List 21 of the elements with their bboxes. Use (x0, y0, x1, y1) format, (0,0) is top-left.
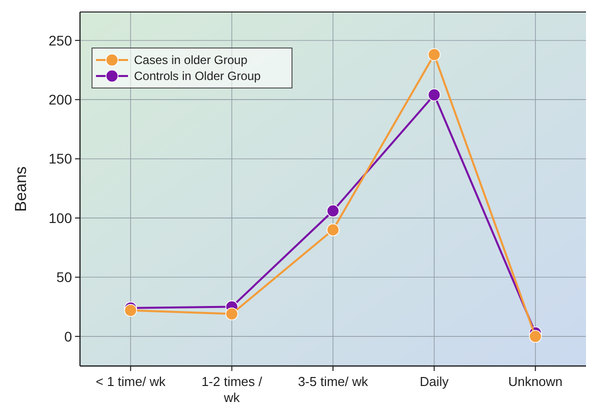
x-tick-label: 3-5 time/ wk (298, 374, 369, 389)
point (124, 304, 137, 317)
x-tick-label: 1-2 times / wk (201, 374, 263, 405)
y-tick-label: 250 (48, 32, 72, 48)
x-tick-label: Daily (420, 374, 450, 389)
point (326, 223, 340, 236)
y-tick-label: 50 (56, 269, 72, 286)
x-tick-label: < 1 time/ wk (96, 374, 166, 389)
point (326, 204, 340, 218)
x-tick-label: Unknown (508, 374, 562, 389)
point (428, 48, 441, 62)
legend-label: Cases in older Group (134, 53, 248, 68)
y-tick-label: 100 (48, 210, 72, 226)
y-tick-label: 0 (64, 328, 72, 344)
point (428, 88, 441, 102)
point (529, 330, 542, 343)
y-tick-label: 200 (48, 92, 72, 108)
point (225, 308, 238, 320)
y-axis-title: Beans (13, 166, 30, 212)
y-tick-label: 150 (48, 150, 72, 167)
legend-label: Controls in Older Group (134, 69, 262, 84)
